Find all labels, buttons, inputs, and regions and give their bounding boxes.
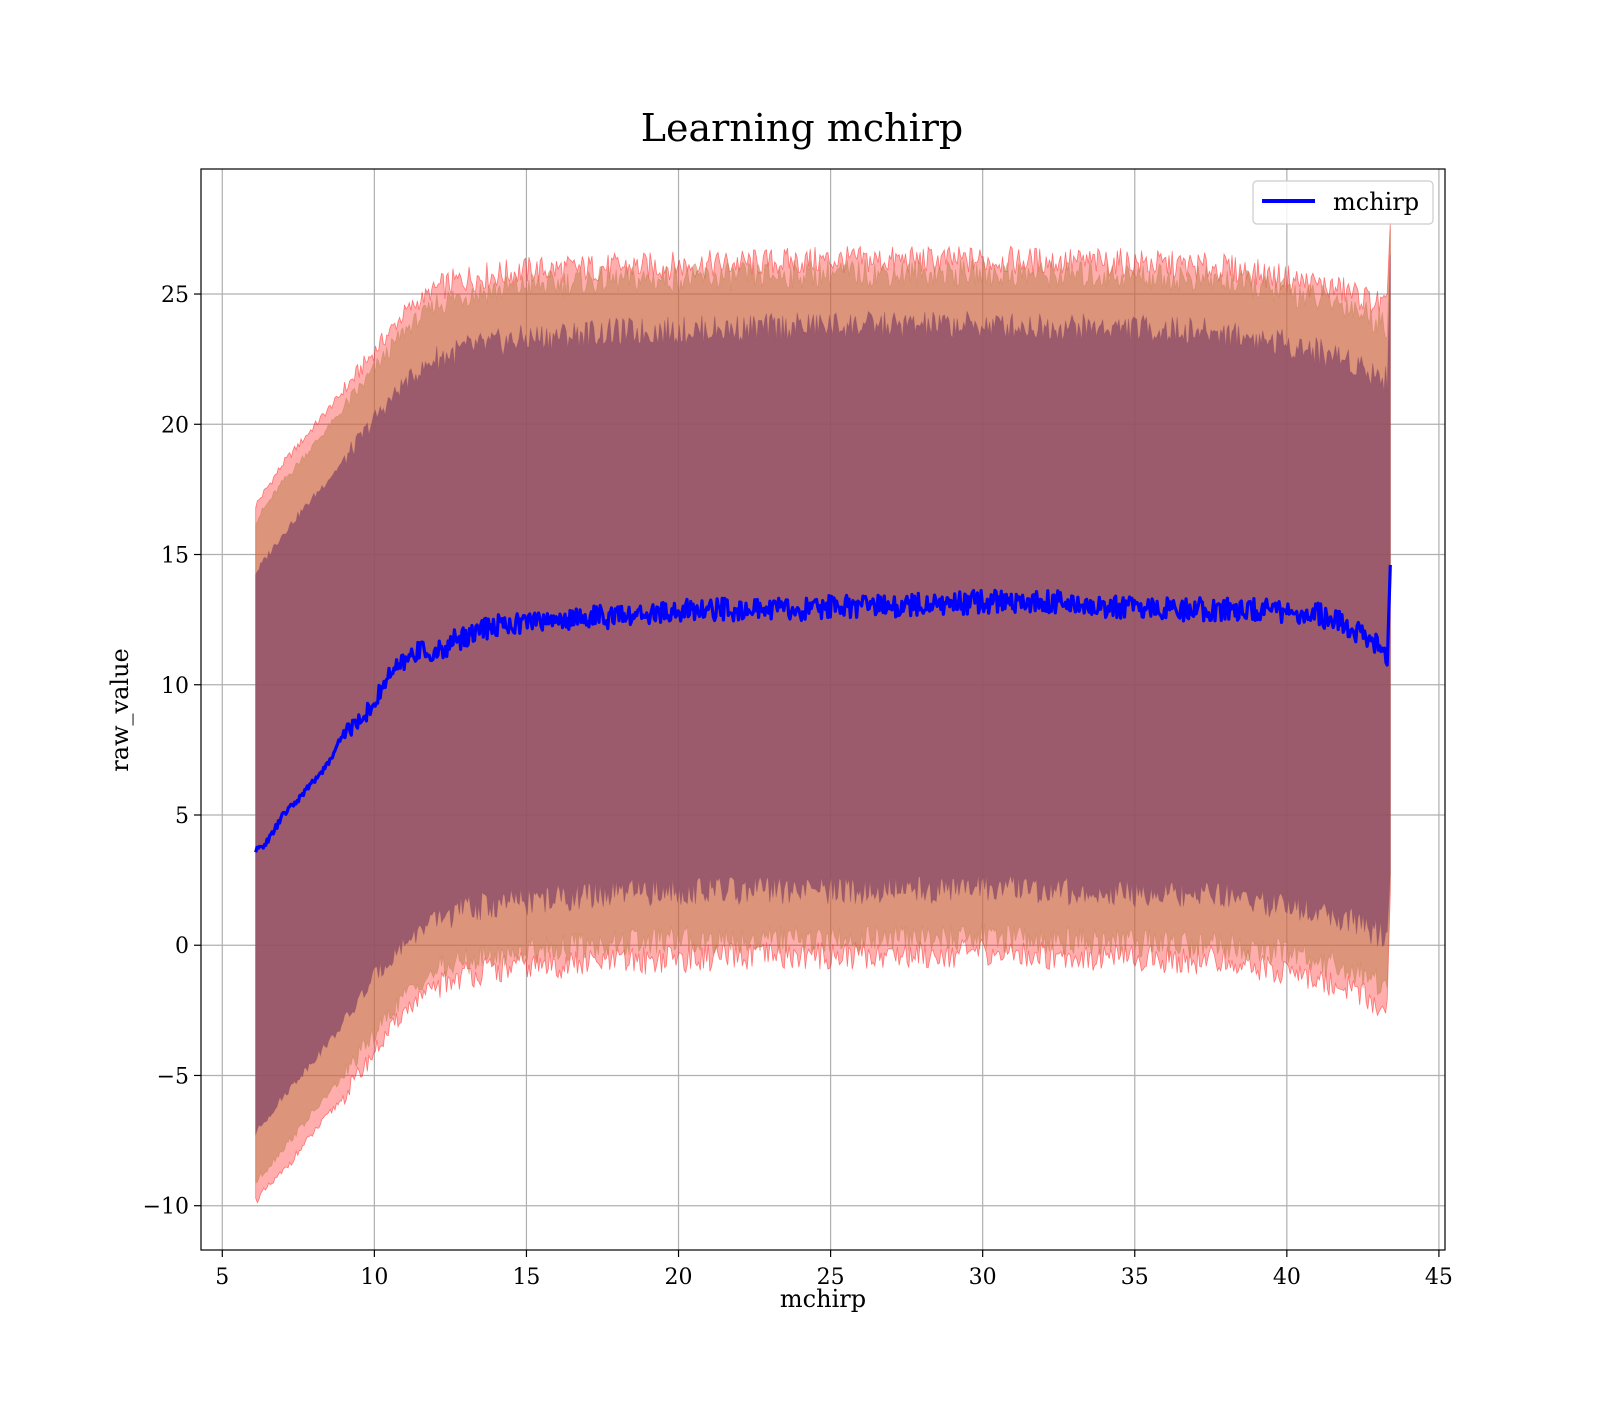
plot-frame [200,168,1446,1251]
x-tick-label: 10 [360,1265,388,1290]
x-tick-label: 30 [969,1265,997,1290]
legend-box [1252,180,1434,225]
x-tick-label: 5 [215,1265,229,1290]
x-axis-label: mchirp [780,1285,866,1313]
x-tick-label: 25 [817,1265,845,1290]
y-tick-label: 20 [161,413,189,438]
y-tick-label: −5 [157,1064,189,1089]
y-tick-label: −10 [143,1195,189,1220]
y-tick-label: 15 [161,544,189,569]
x-tick-label: 45 [1425,1265,1453,1290]
y-tick-label: 0 [175,934,189,959]
line-layer [254,564,1392,853]
series-line-mchirp [254,564,1392,853]
x-tick-label: 15 [512,1265,540,1290]
legend-label: mchirp [1333,188,1419,216]
legend: mchirp [1252,180,1434,225]
y-tick-label: 25 [161,283,189,308]
y-tick-label: 10 [161,674,189,699]
x-tick-label: 35 [1121,1265,1149,1290]
tick-layer: 5 10 15 20 25 30 35 40 45 −10 −5 0 5 10 15 20 25 [143,283,1453,1290]
x-tick-label: 20 [665,1265,693,1290]
y-tick-label: 5 [175,804,189,829]
x-tick-label: 40 [1273,1265,1301,1290]
y-axis-label: raw_value [106,648,134,772]
chart-title: Learning mchirp [641,106,963,150]
confidence-band [255,254,1391,1135]
band-layer [255,221,1391,1204]
